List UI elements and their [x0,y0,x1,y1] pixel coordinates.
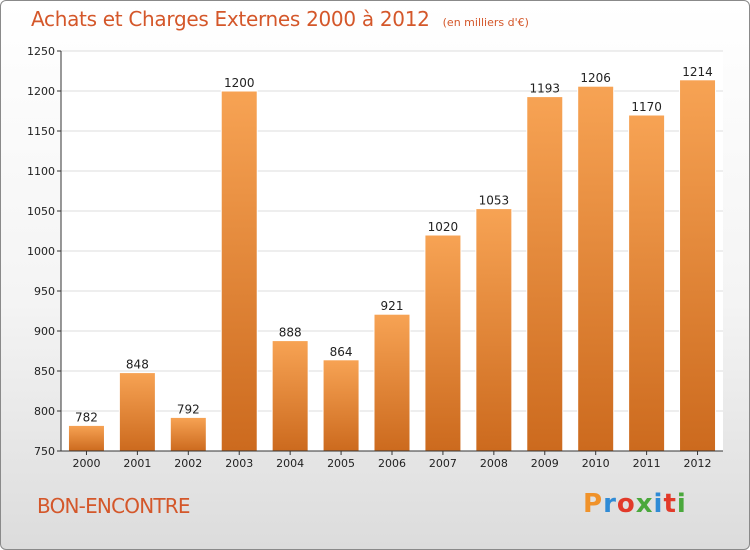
bar-2010 [577,85,615,452]
y-tick-label: 1150 [27,125,55,138]
city-name: BON-ENCONTRE [37,494,191,518]
data-label-2006: 921 [381,299,404,313]
data-label-2001: 848 [126,358,149,372]
x-tick-label-2001: 2001 [123,457,151,470]
data-label-2002: 792 [177,402,200,416]
logo-letter: r [603,489,617,519]
x-tick-label-2006: 2006 [378,457,406,470]
x-tick-label-2004: 2004 [276,457,304,470]
x-tick-label-2011: 2011 [633,457,661,470]
x-tick-label-2003: 2003 [225,457,253,470]
data-label-2004: 888 [279,326,302,340]
chart-title: Achats et Charges Externes 2000 à 2012 [31,7,430,31]
bar-2008 [475,208,513,452]
bar-2005 [322,359,360,452]
x-tick-label-2009: 2009 [531,457,559,470]
data-label-2005: 864 [330,345,353,359]
x-tick-label-2007: 2007 [429,457,457,470]
y-tick-label: 950 [34,285,55,298]
y-tick-label: 800 [34,405,55,418]
logo-letter: t [663,489,677,519]
x-tick-label-2008: 2008 [480,457,508,470]
x-tick-label-2002: 2002 [174,457,202,470]
logo-letter: i [653,489,664,519]
data-label-2000: 782 [75,410,98,424]
data-label-2003: 1200 [224,76,255,90]
logo-letter: P [583,489,604,519]
chart-subtitle: (en milliers d'€) [442,16,529,29]
y-tick-label: 1050 [27,205,55,218]
y-tick-label: 1000 [27,245,55,258]
y-tick-label: 1250 [27,45,55,58]
bar-2012 [679,79,717,452]
bar-2011 [628,114,666,452]
data-label-2010: 1206 [580,71,611,85]
y-tick-label: 750 [34,445,55,458]
data-label-2009: 1193 [529,82,560,96]
y-tick-label: 900 [34,325,55,338]
bar-2007 [424,234,462,452]
bar-2006 [373,313,411,452]
y-tick-label: 850 [34,365,55,378]
bar-2004 [271,340,309,452]
data-label-2008: 1053 [479,194,510,208]
x-tick-label-2012: 2012 [684,457,712,470]
bar-2009 [526,96,564,452]
x-tick-label-2010: 2010 [582,457,610,470]
title-row: Achats et Charges Externes 2000 à 2012 (… [31,7,529,31]
data-label-2011: 1170 [631,100,662,114]
logo-letter: i [676,489,687,519]
bar-2000 [67,424,105,452]
bar-2003 [220,90,258,452]
data-label-2007: 1020 [428,220,459,234]
y-tick-label: 1100 [27,165,55,178]
data-label-2012: 1214 [682,65,713,79]
logo-letter: o [616,489,636,519]
x-tick-label-2000: 2000 [72,457,100,470]
bar-2001 [118,372,156,452]
logo-letter: x [635,489,654,519]
y-tick-label: 1200 [27,85,55,98]
proxiti-logo: Proxiti [583,489,687,519]
bar-2002 [169,416,207,452]
x-tick-label-2005: 2005 [327,457,355,470]
